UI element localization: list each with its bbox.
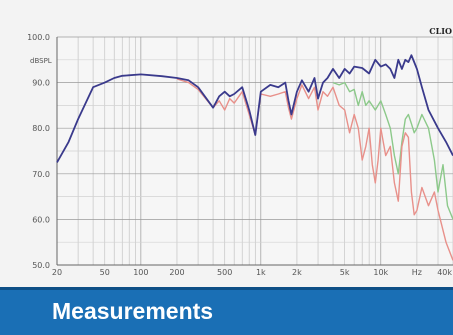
series-line-1 bbox=[176, 78, 453, 261]
y-unit-label: dBSPL bbox=[30, 57, 52, 65]
x-tick-label: 10k bbox=[373, 268, 388, 277]
y-tick-label: 100.0 bbox=[27, 33, 50, 42]
chart-canvas: 100.0 90.0 80.0 70.0 60.0 50.0 dBSPL 20 50 100 200… bbox=[27, 26, 453, 277]
y-tick-label: 70.0 bbox=[32, 170, 50, 179]
x-tick-label: 40k bbox=[437, 268, 452, 277]
section-banner: Measurements bbox=[0, 287, 453, 335]
y-tick-label: 50.0 bbox=[32, 261, 50, 270]
y-tick-label: 80.0 bbox=[32, 124, 50, 133]
x-tick-label: 1k bbox=[256, 268, 266, 277]
x-tick-label: Hz bbox=[412, 268, 422, 277]
x-tick-label: 100 bbox=[133, 268, 148, 277]
frequency-response-chart: 100.0 90.0 80.0 70.0 60.0 50.0 dBSPL 20 50 100 200… bbox=[0, 0, 453, 287]
y-tick-label: 90.0 bbox=[32, 79, 50, 88]
x-tick-label: 20 bbox=[52, 268, 62, 277]
brand-label: CLIO bbox=[429, 26, 452, 36]
x-tick-label: 200 bbox=[169, 268, 184, 277]
x-tick-label: 2k bbox=[292, 268, 302, 277]
x-tick-label: 50 bbox=[100, 268, 110, 277]
section-title: Measurements bbox=[52, 298, 214, 324]
series-line-2 bbox=[332, 81, 453, 220]
x-tick-label: 500 bbox=[217, 268, 232, 277]
y-tick-label: 60.0 bbox=[32, 215, 50, 224]
series-line-0 bbox=[56, 54, 453, 163]
x-tick-label: 5k bbox=[340, 268, 350, 277]
